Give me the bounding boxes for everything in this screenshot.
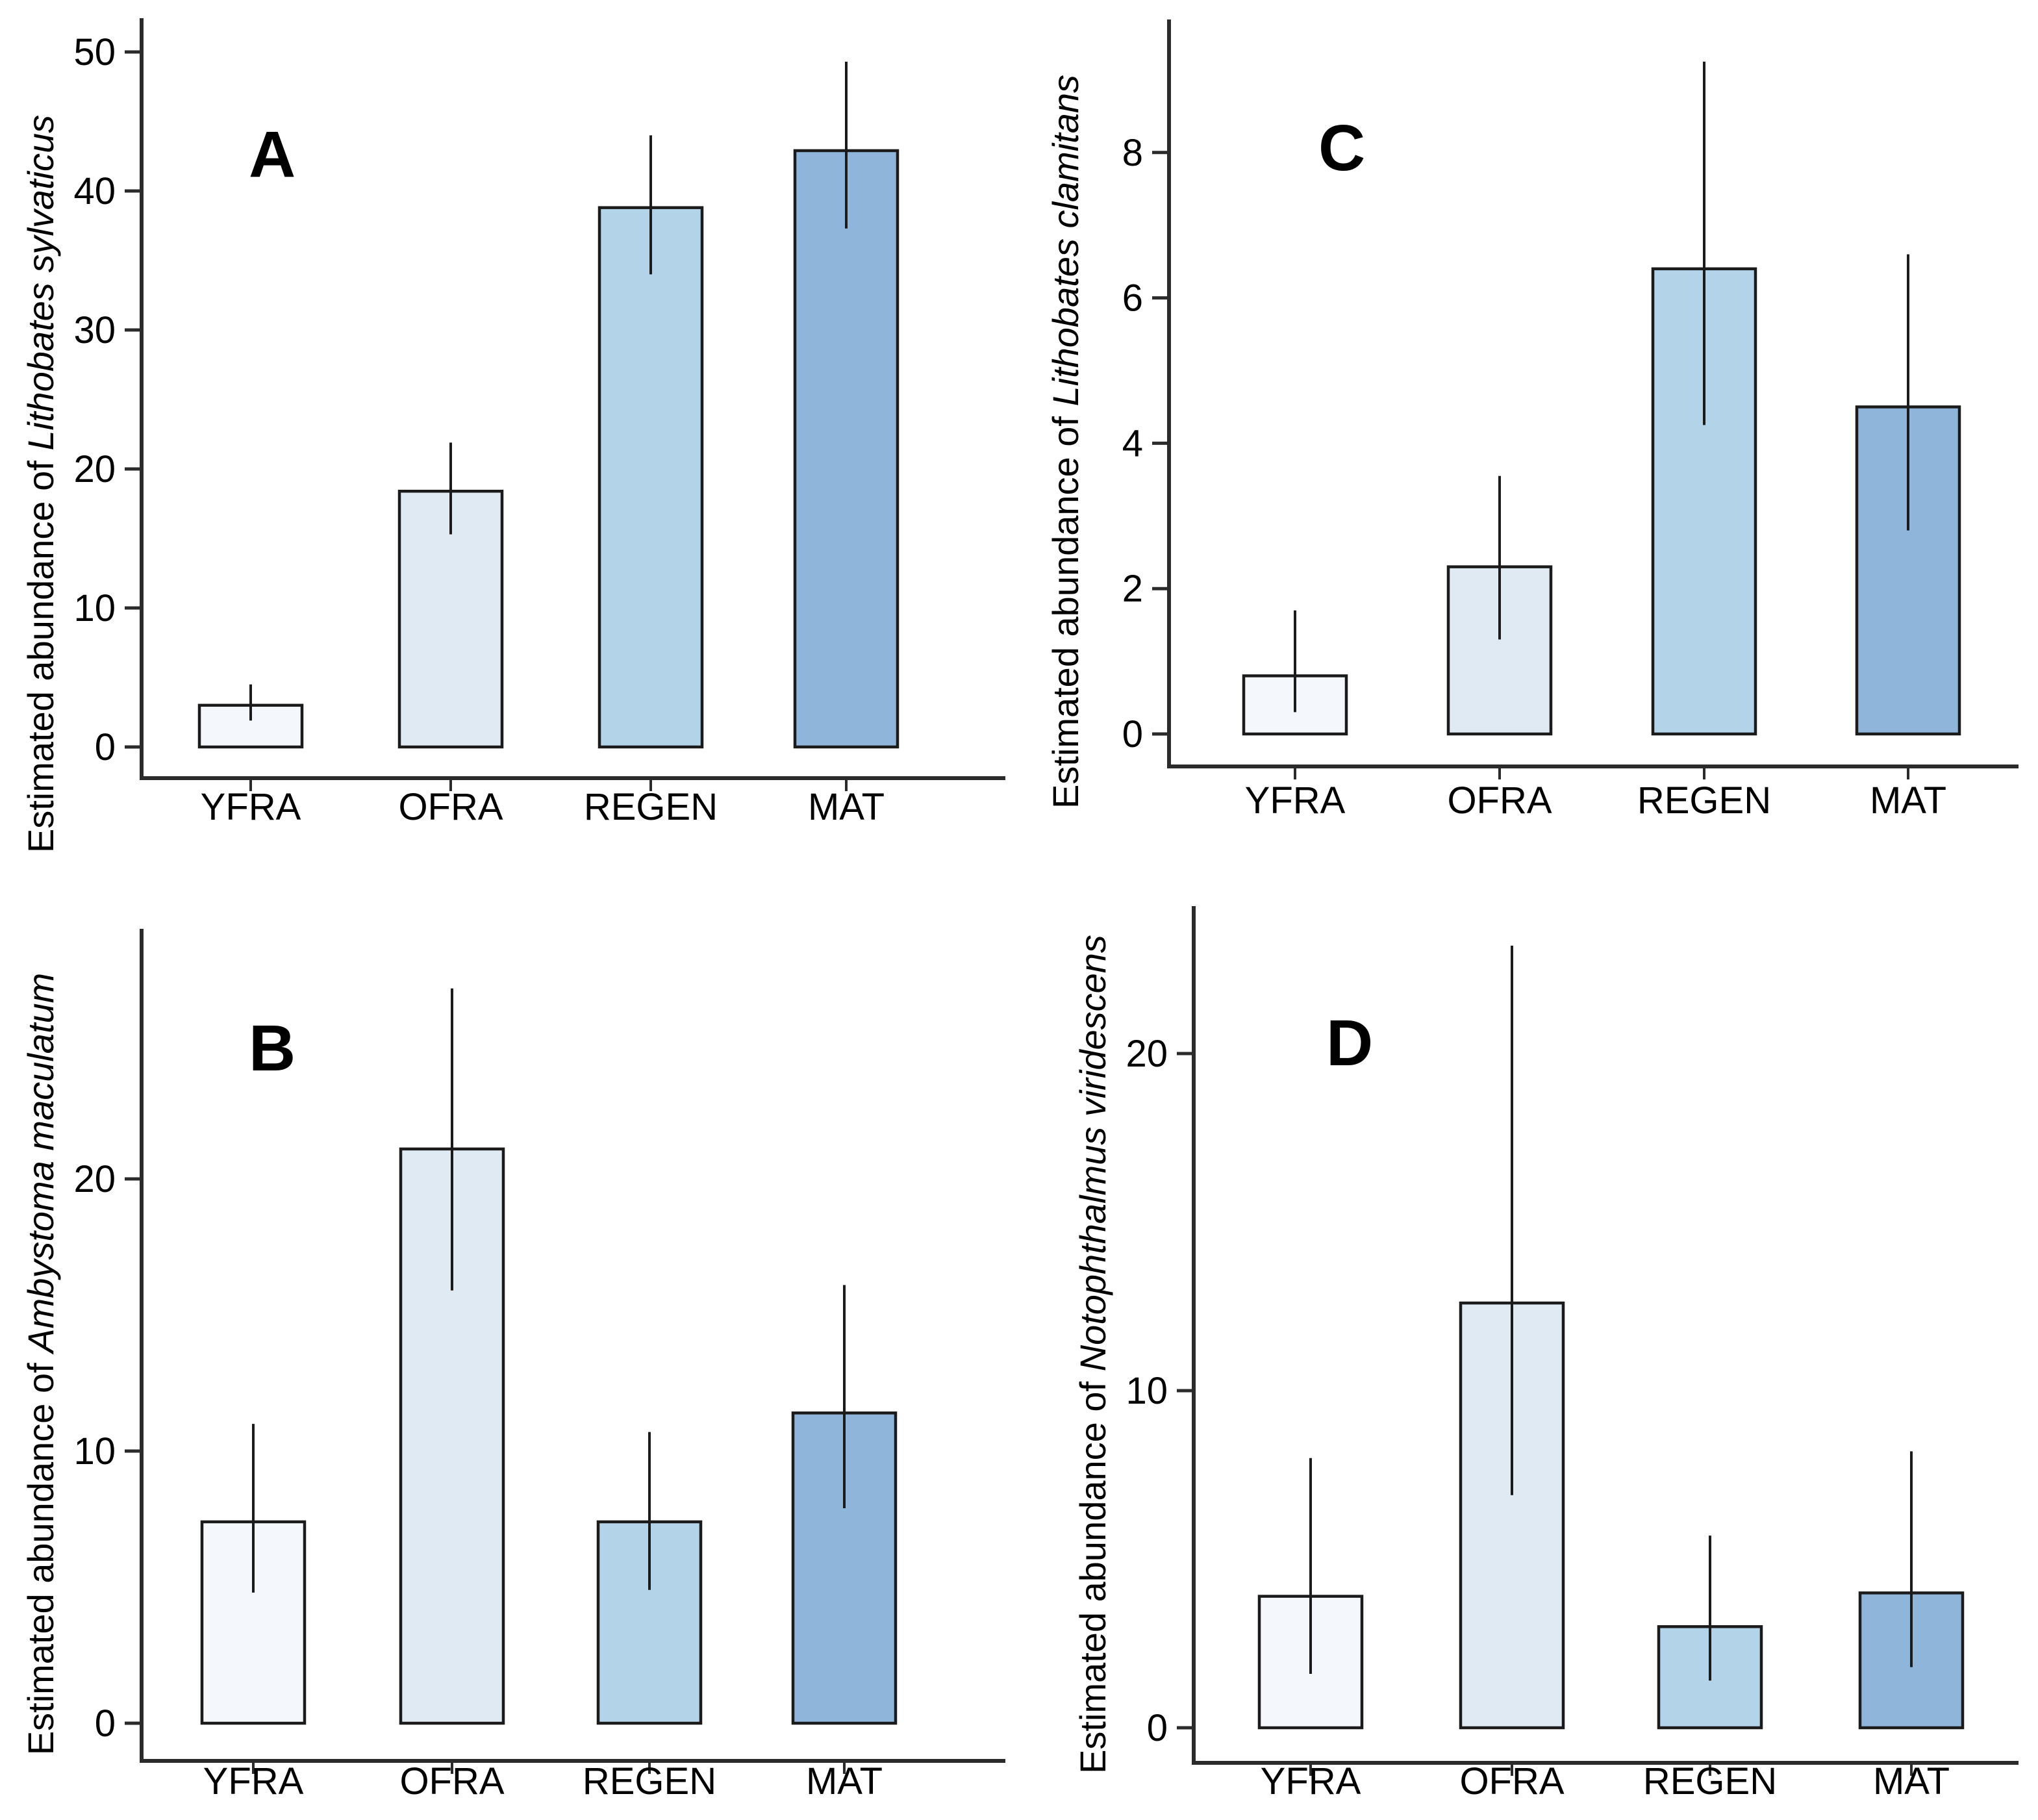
category-label-YFRA: YFRA [201,786,301,828]
panel-letter-C: C [1318,112,1365,184]
y-tick-label: 50 [73,31,116,73]
y-tick-label: 2 [1122,568,1143,610]
y-tick-label: 4 [1122,422,1143,464]
category-label-REGEN: REGEN [1637,779,1771,822]
category-label-MAT: MAT [808,786,885,828]
y-axis-label: Estimated abundance of Lithobates clamit… [1045,75,1086,809]
category-label-OFRA: OFRA [398,786,503,828]
y-tick-label: 10 [73,587,116,629]
category-label-OFRA: OFRA [1459,1760,1564,1802]
category-label-MAT: MAT [1873,1760,1950,1802]
category-label-MAT: MAT [1870,779,1946,822]
y-tick-label: 20 [73,448,116,490]
bar-REGEN [598,206,704,749]
y-tick-label: 30 [73,309,116,351]
category-label-REGEN: REGEN [583,1760,716,1802]
category-label-OFRA: OFRA [399,1760,504,1802]
panel-letter-A: A [249,118,296,191]
panel-B: 0 10 20 YFRA OFRA REGEN MAT B Estimated abundanc… [20,929,1005,1802]
panel-A: 0 10 20 30 40 50 YFRA OFRA REGEN MAT A Estimated ab… [20,18,1005,853]
y-tick-label: 0 [1122,713,1143,755]
y-tick-label: 10 [73,1430,116,1472]
y-tick-label: 0 [1147,1707,1168,1749]
y-tick-label: 20 [1126,1033,1168,1075]
panel-letter-D: D [1326,1007,1373,1080]
bar-OFRA [1459,1301,1565,1730]
y-tick-label: 6 [1122,277,1143,320]
panel-D: 0 10 20 YFRA OFRA REGEN MAT D Estimated abundanc… [1072,906,2019,1802]
category-label-YFRA: YFRA [1261,1760,1361,1802]
category-label-REGEN: REGEN [1643,1760,1777,1802]
y-tick-label: 8 [1122,132,1143,174]
panel-C: 0 2 4 6 8 YFRA OFRA REGEN MAT C Estimated abundanc… [1045,19,2019,822]
y-axis-label: Estimated abundance of Lithobates sylvat… [20,115,61,853]
category-label-YFRA: YFRA [1245,779,1346,822]
y-tick-label: 0 [95,726,116,768]
category-label-REGEN: REGEN [584,786,718,828]
y-tick-label: 10 [1126,1370,1168,1412]
y-tick-label: 0 [95,1702,116,1745]
y-tick-label: 20 [73,1158,116,1200]
y-tick-label: 40 [73,170,116,212]
category-label-YFRA: YFRA [203,1760,304,1802]
bar-MAT [793,149,899,749]
y-axis-label: Estimated abundance of Notophthalmus vir… [1072,935,1113,1774]
category-label-OFRA: OFRA [1447,779,1552,822]
panel-letter-B: B [249,1012,296,1085]
category-label-MAT: MAT [806,1760,883,1802]
y-axis-label: Estimated abundance of Ambystoma maculat… [20,973,61,1756]
